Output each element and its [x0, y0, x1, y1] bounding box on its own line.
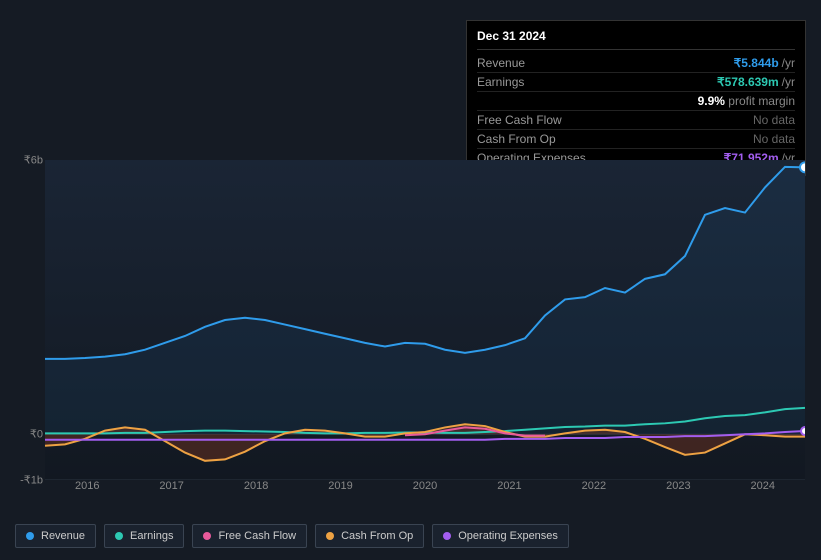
x-axis-label: 2024 — [751, 480, 775, 492]
tooltip-date: Dec 31 2024 — [477, 29, 795, 50]
y-axis-label: -₹1b — [20, 474, 43, 487]
legend-item[interactable]: Revenue — [15, 524, 96, 548]
tooltip-row: Cash From Op No data — [477, 130, 795, 149]
x-axis-label: 2023 — [666, 480, 690, 492]
tooltip-row: Free Cash Flow No data — [477, 111, 795, 130]
chart-tooltip: Dec 31 2024 Revenue ₹5.844b/yr Earnings ₹57… — [466, 20, 806, 176]
legend-label: Earnings — [130, 530, 173, 542]
tooltip-value: No data — [753, 132, 795, 146]
x-axis-label: 2017 — [159, 480, 183, 492]
x-axis-label: 2020 — [413, 480, 437, 492]
legend-label: Operating Expenses — [458, 530, 558, 542]
x-axis-label: 2022 — [582, 480, 606, 492]
tooltip-value: ₹5.844b/yr — [734, 56, 795, 70]
legend-dot — [26, 532, 34, 540]
legend-dot — [203, 532, 211, 540]
legend-dot — [326, 532, 334, 540]
legend-label: Cash From Op — [341, 530, 413, 542]
tooltip-profit-margin: 9.9% profit margin — [477, 92, 795, 111]
tooltip-label: Cash From Op — [477, 132, 556, 146]
y-axis-label: ₹0 — [30, 428, 43, 441]
legend-dot — [443, 532, 451, 540]
legend-label: Revenue — [41, 530, 85, 542]
tooltip-value: ₹578.639m/yr — [717, 75, 795, 89]
legend-item[interactable]: Cash From Op — [315, 524, 424, 548]
x-axis-label: 2021 — [497, 480, 521, 492]
x-axis-label: 2019 — [328, 480, 352, 492]
tooltip-value: No data — [753, 113, 795, 127]
tooltip-label: Earnings — [477, 75, 524, 89]
x-axis-label: 2018 — [244, 480, 268, 492]
chart-legend: Revenue Earnings Free Cash Flow Cash From O… — [15, 524, 569, 548]
legend-dot — [115, 532, 123, 540]
tooltip-label: Free Cash Flow — [477, 113, 562, 127]
tooltip-row: Earnings ₹578.639m/yr — [477, 73, 795, 92]
hover-marker — [800, 162, 805, 172]
tooltip-label: Revenue — [477, 56, 525, 70]
x-axis-label: 2016 — [75, 480, 99, 492]
legend-label: Free Cash Flow — [218, 530, 296, 542]
y-axis-label: ₹6b — [24, 154, 43, 167]
legend-item[interactable]: Free Cash Flow — [192, 524, 307, 548]
financials-chart[interactable]: 201620172018201920202021202220232024 ₹6b… — [15, 160, 805, 500]
legend-item[interactable]: Operating Expenses — [432, 524, 569, 548]
legend-item[interactable]: Earnings — [104, 524, 184, 548]
tooltip-row: Revenue ₹5.844b/yr — [477, 54, 795, 73]
